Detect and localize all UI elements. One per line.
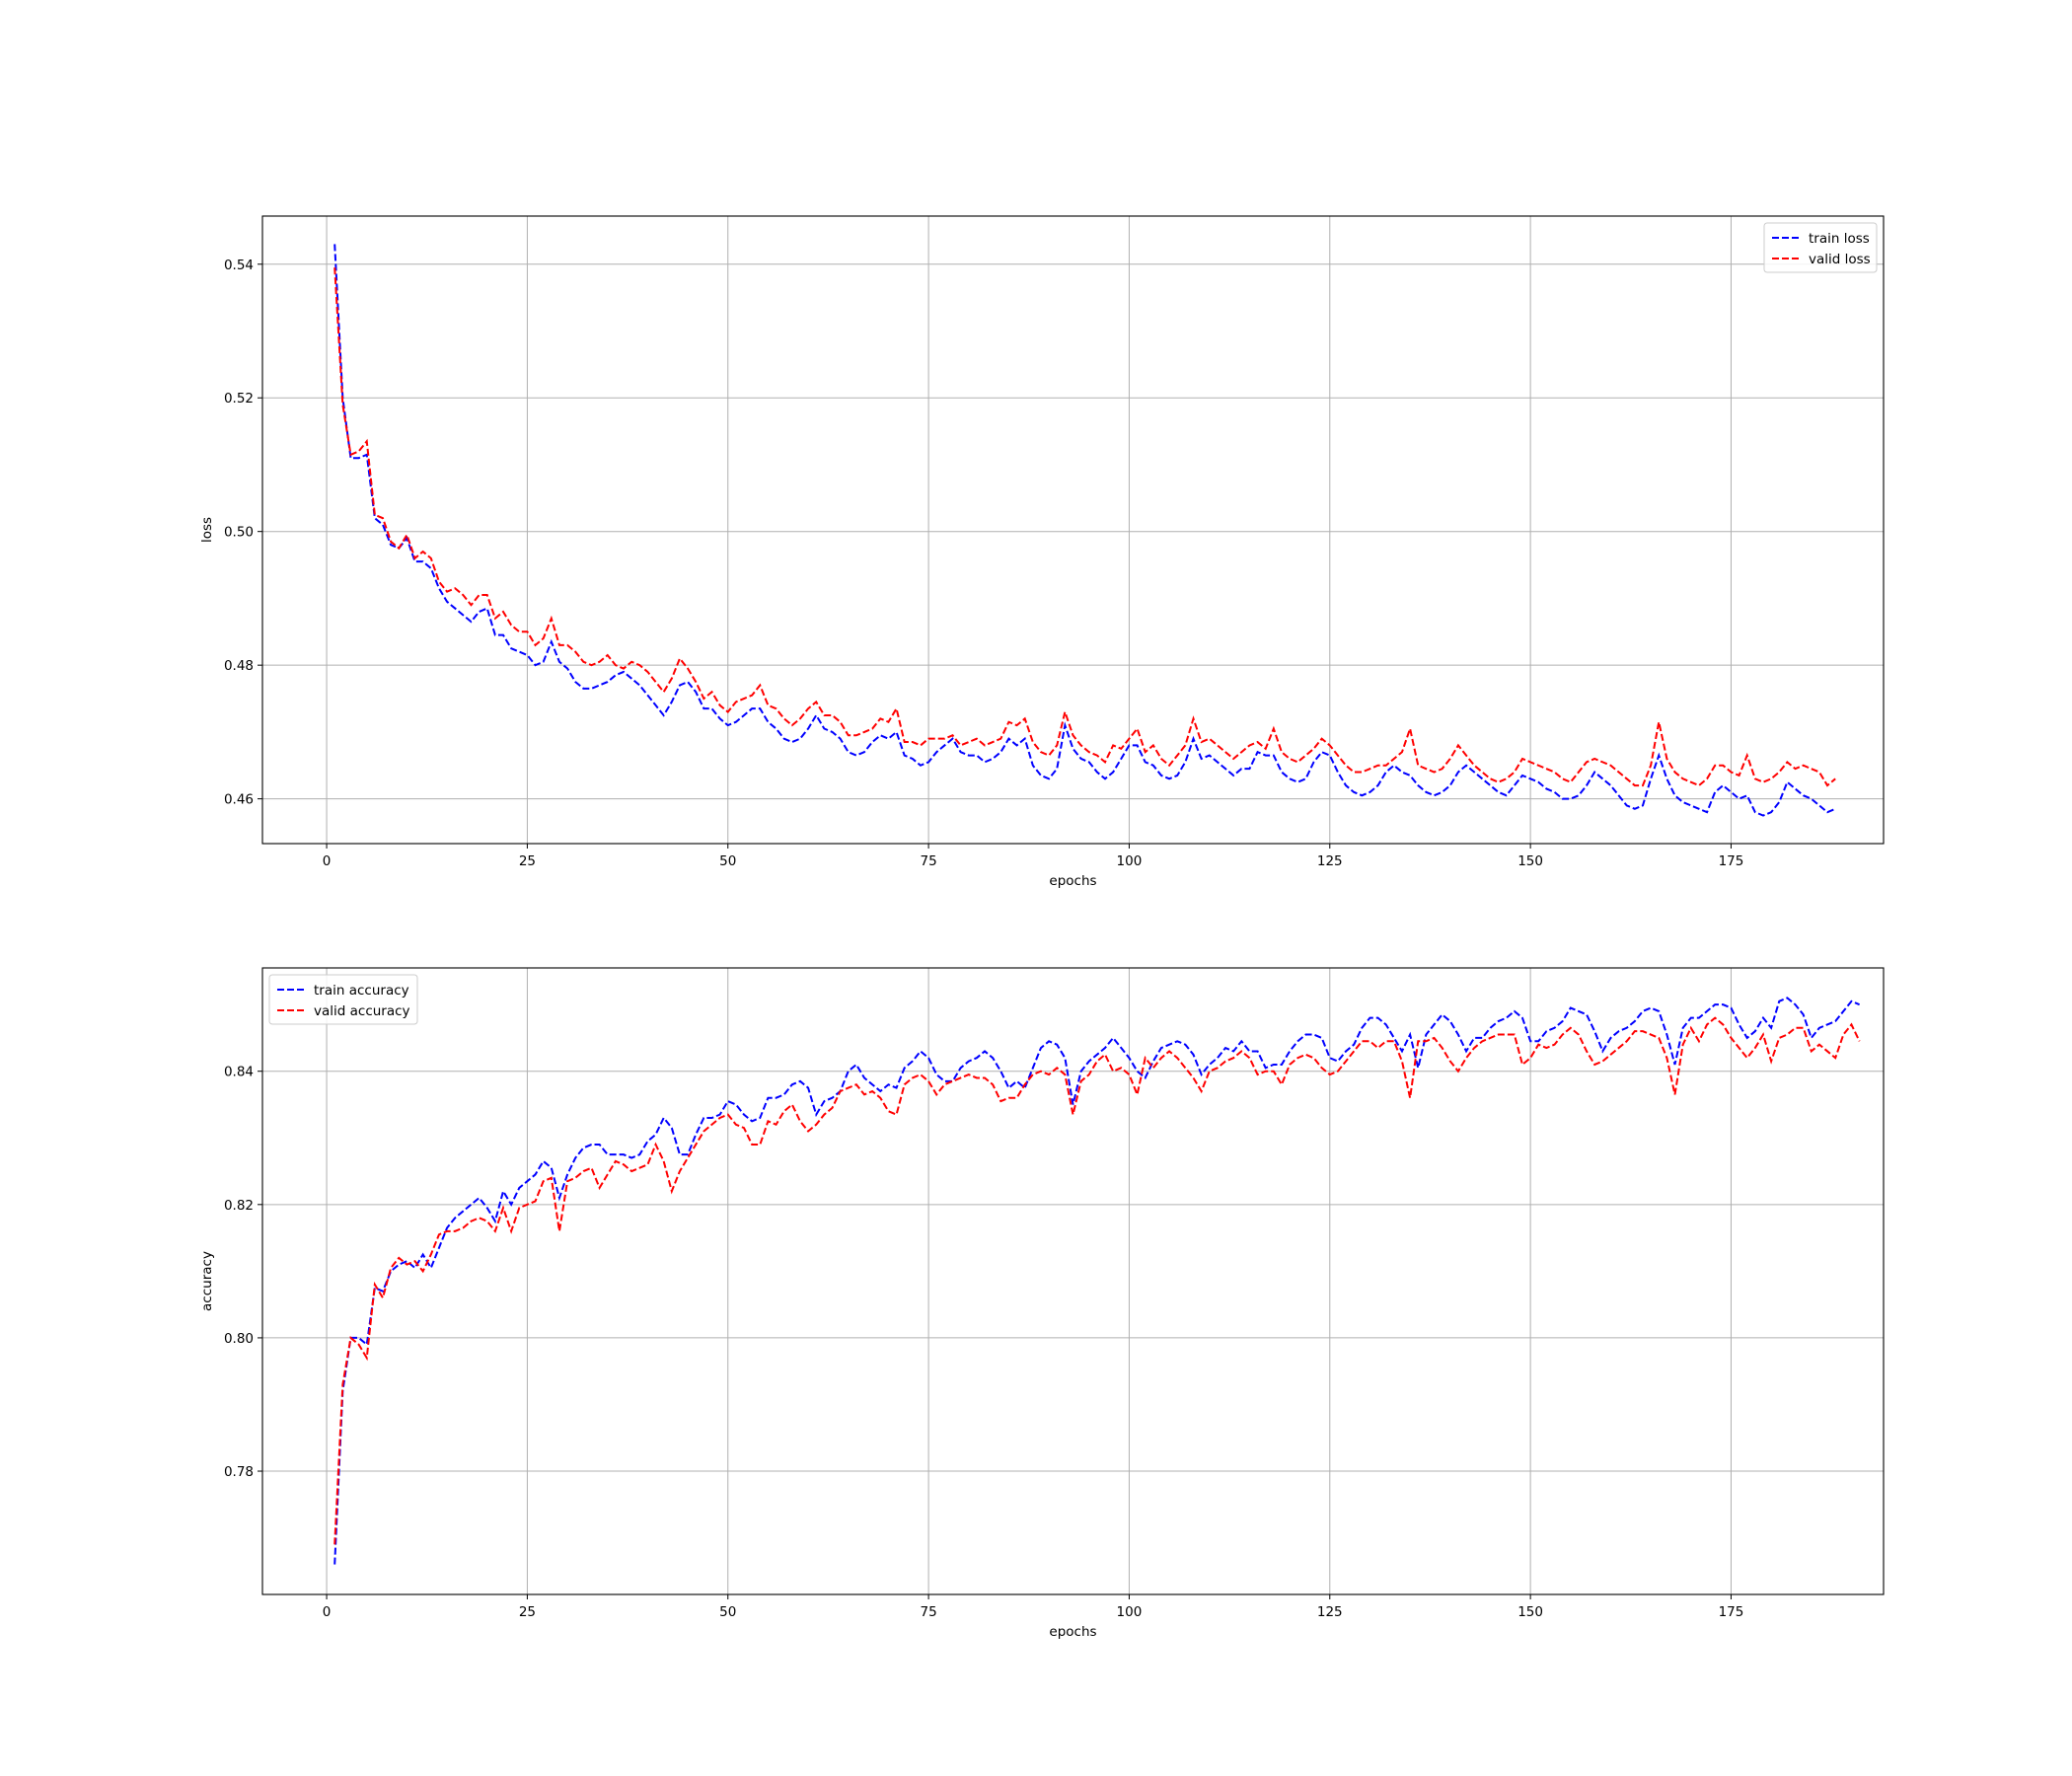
legend-label: train loss [1809, 231, 1870, 247]
y-tick-label: 0.46 [224, 792, 254, 808]
y-tick-label: 0.84 [224, 1065, 254, 1080]
y-tick-label: 0.52 [224, 391, 254, 407]
x-tick-label: 75 [921, 1604, 937, 1620]
x-tick-label: 125 [1317, 1604, 1343, 1620]
legend-label: valid accuracy [314, 1003, 410, 1019]
legend-box [1763, 222, 1878, 273]
x-tick-label: 50 [719, 1604, 736, 1620]
x-tick-label: 25 [519, 1604, 536, 1620]
x-tick-label: 100 [1117, 1604, 1143, 1620]
train-loss-line [333, 244, 1836, 817]
x-tick-label: 175 [1719, 853, 1744, 869]
y-tick-label: 0.48 [224, 658, 254, 674]
plot-frame [261, 967, 1885, 1595]
y-tick-label: 0.50 [224, 525, 254, 541]
y-tick-label: 0.78 [224, 1464, 254, 1480]
x-tick-label: 150 [1517, 1604, 1543, 1620]
loss-chart: 0 25 50 75 100 125 150 175 0.46 0.48 0.50 0.52 0.54 e… [199, 215, 1885, 889]
x-tick-label: 175 [1719, 1604, 1744, 1620]
x-tick-label: 0 [323, 853, 332, 869]
y-tick-label: 0.54 [224, 258, 254, 273]
x-axis-label: epochs [1049, 1624, 1096, 1640]
x-tick-label: 100 [1117, 853, 1143, 869]
y-axis-label: accuracy [199, 1251, 215, 1311]
legend-label: train accuracy [314, 983, 409, 999]
plot-frame [261, 215, 1885, 845]
accuracy-chart: 0 25 50 75 100 125 150 175 0.78 0.80 0.82 0.84 epoch… [199, 967, 1885, 1640]
x-tick-label: 125 [1317, 853, 1343, 869]
legend-label: valid loss [1809, 252, 1871, 267]
legend-box [268, 974, 418, 1025]
y-axis-label: loss [199, 517, 215, 543]
y-tick-label: 0.80 [224, 1331, 254, 1347]
valid-accuracy-line [333, 1016, 1861, 1545]
train-accuracy-line [333, 997, 1860, 1565]
valid-loss-line [333, 267, 1836, 787]
y-tick-label: 0.82 [224, 1198, 254, 1214]
x-tick-label: 25 [519, 853, 536, 869]
x-tick-label: 150 [1517, 853, 1543, 869]
x-axis-label: epochs [1049, 873, 1096, 889]
x-tick-label: 75 [921, 853, 937, 869]
x-tick-label: 50 [719, 853, 736, 869]
legend: train accuracy valid accuracy [268, 974, 418, 1025]
x-tick-label: 0 [323, 1604, 332, 1620]
legend: train loss valid loss [1763, 222, 1878, 273]
